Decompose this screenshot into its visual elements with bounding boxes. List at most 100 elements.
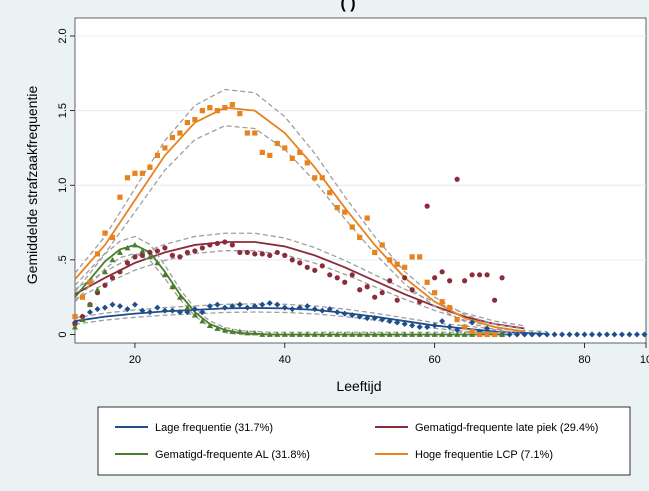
data-point — [544, 331, 551, 338]
data-point — [169, 283, 176, 290]
x-tick-label: 20 — [129, 354, 141, 366]
data-point — [259, 331, 266, 337]
data-point — [147, 249, 153, 256]
data-point — [244, 249, 250, 256]
data-point — [214, 240, 220, 247]
data-point — [94, 306, 101, 313]
data-point — [109, 275, 116, 281]
confidence-band-lower — [74, 250, 525, 332]
data-point — [424, 203, 430, 209]
data-point — [364, 315, 371, 322]
data-point — [139, 252, 146, 258]
data-point — [267, 152, 273, 158]
data-point — [312, 267, 318, 273]
data-point — [364, 284, 370, 290]
data-point — [394, 331, 401, 337]
data-point — [386, 331, 393, 337]
data-point — [274, 301, 281, 308]
data-point — [454, 327, 461, 334]
data-point — [506, 331, 513, 338]
data-point — [387, 278, 393, 284]
data-point — [94, 251, 101, 257]
data-point — [162, 245, 168, 251]
legend-label: Gematigd-frequente late piek (29.4%) — [415, 422, 598, 434]
data-point — [424, 279, 430, 285]
data-point — [161, 271, 168, 278]
data-point — [402, 275, 408, 281]
data-point — [199, 108, 205, 114]
data-point — [191, 306, 198, 313]
data-point — [514, 331, 521, 338]
data-point — [297, 149, 303, 156]
data-point — [132, 170, 138, 176]
data-point — [236, 328, 243, 334]
data-point — [379, 242, 385, 248]
data-point — [304, 160, 310, 166]
data-point — [252, 130, 258, 136]
data-point — [417, 254, 423, 260]
data-point — [191, 312, 198, 318]
data-point — [214, 108, 220, 114]
data-point — [192, 248, 198, 254]
data-point — [154, 248, 161, 254]
data-point — [221, 327, 228, 333]
data-point — [117, 269, 123, 275]
data-point — [184, 304, 191, 311]
data-point — [109, 301, 116, 308]
data-point — [312, 175, 318, 181]
data-point — [131, 301, 138, 308]
data-point — [244, 330, 251, 336]
data-point — [237, 111, 243, 117]
data-point — [282, 252, 288, 258]
data-point — [618, 331, 625, 338]
data-point — [222, 105, 228, 111]
data-point — [357, 287, 363, 293]
data-point — [184, 249, 190, 256]
data-point — [237, 249, 243, 256]
data-point — [477, 272, 483, 278]
gridlines — [75, 35, 646, 261]
legend: Lage frequentie (31.7%) Gematigd-frequent… — [115, 422, 598, 461]
legend-label: Gematigd-frequente AL (31.8%) — [155, 449, 310, 461]
data-point — [326, 306, 333, 313]
data-point — [588, 331, 595, 338]
data-point — [124, 175, 131, 181]
data-point — [199, 318, 206, 324]
data-point — [327, 272, 333, 278]
data-markers — [72, 102, 649, 338]
data-point — [207, 105, 213, 111]
data-point — [387, 257, 393, 263]
data-point — [379, 290, 385, 296]
data-point — [416, 324, 423, 331]
data-point — [236, 301, 243, 308]
data-point — [469, 272, 475, 278]
data-point — [86, 309, 93, 316]
y-tick-label: 1.5 — [57, 103, 69, 118]
data-point — [139, 170, 146, 176]
y-axis-title: Gemiddelde strafzaakfrequentie — [24, 86, 40, 285]
data-point — [311, 306, 318, 313]
data-point — [371, 331, 378, 337]
data-point — [327, 190, 333, 196]
data-point — [641, 331, 648, 338]
data-point — [319, 263, 325, 269]
data-point — [603, 331, 610, 338]
data-point — [124, 306, 131, 313]
data-point — [259, 301, 266, 308]
data-point — [424, 324, 431, 331]
data-point — [529, 331, 536, 338]
legend-box — [97, 406, 631, 476]
data-point — [342, 279, 348, 285]
data-point — [162, 145, 168, 151]
data-point — [334, 309, 341, 316]
data-point — [417, 299, 423, 305]
data-point — [469, 331, 476, 337]
data-point — [416, 331, 423, 337]
data-point — [439, 318, 446, 325]
data-point — [109, 234, 116, 241]
data-point — [72, 324, 78, 330]
y-tick-label: 1.0 — [57, 178, 69, 193]
data-point — [177, 254, 183, 260]
data-point — [461, 331, 468, 337]
data-point — [72, 313, 78, 320]
